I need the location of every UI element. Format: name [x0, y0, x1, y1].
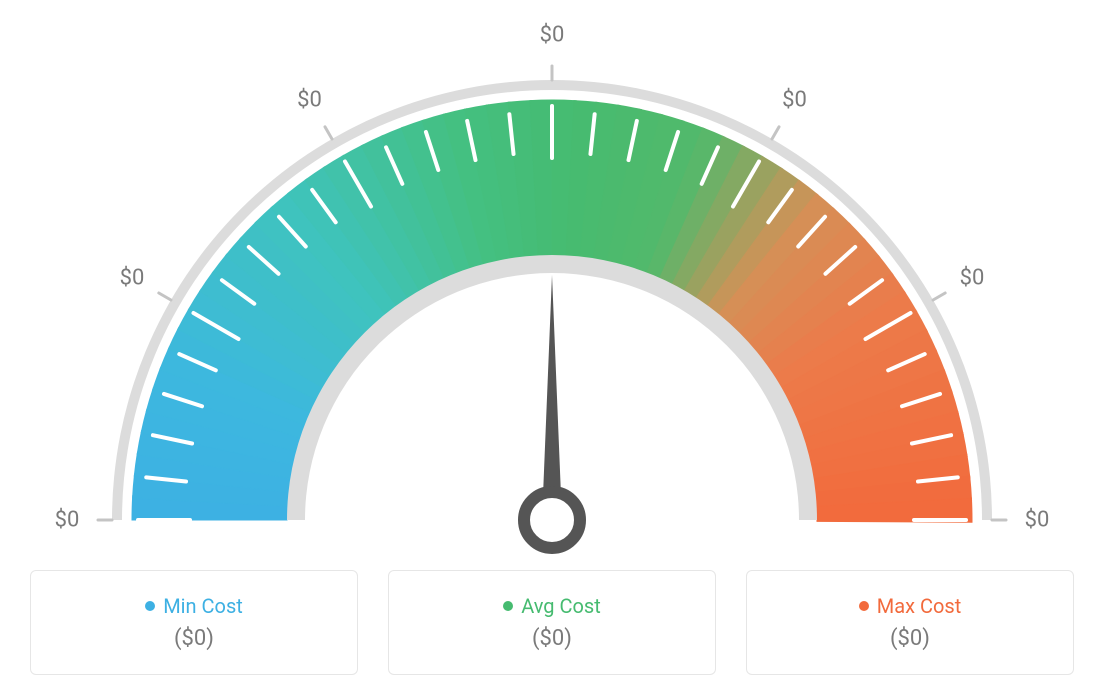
gauge-tick-label: $0: [55, 508, 80, 533]
legend-dot-max: [859, 601, 869, 611]
legend-label-avg: Avg Cost: [521, 594, 601, 618]
legend-dot-avg: [503, 601, 513, 611]
legend-card-avg: Avg Cost ($0): [388, 570, 716, 675]
legend-value-min: ($0): [174, 626, 214, 651]
gauge-chart: $0 $0 $0 $0 $0 $0 $0: [0, 0, 1104, 570]
legend-title-max: Max Cost: [859, 594, 962, 618]
gauge-svg: [0, 0, 1104, 570]
legend-value-avg: ($0): [532, 626, 572, 651]
legend-label-max: Max Cost: [877, 594, 962, 618]
gauge-tick-label: $0: [297, 87, 322, 112]
legend-card-max: Max Cost ($0): [746, 570, 1074, 675]
legend-label-min: Min Cost: [163, 594, 243, 618]
legend-card-min: Min Cost ($0): [30, 570, 358, 675]
legend-row: Min Cost ($0) Avg Cost ($0) Max Cost ($0…: [0, 570, 1104, 690]
gauge-tick-label: $0: [960, 265, 985, 290]
gauge-tick-label: $0: [120, 265, 145, 290]
legend-title-avg: Avg Cost: [503, 594, 601, 618]
legend-dot-min: [145, 601, 155, 611]
legend-title-min: Min Cost: [145, 594, 243, 618]
gauge-tick-label: $0: [782, 87, 807, 112]
gauge-tick-label: $0: [1025, 508, 1050, 533]
gauge-tick-label: $0: [540, 23, 565, 48]
legend-value-max: ($0): [890, 626, 930, 651]
